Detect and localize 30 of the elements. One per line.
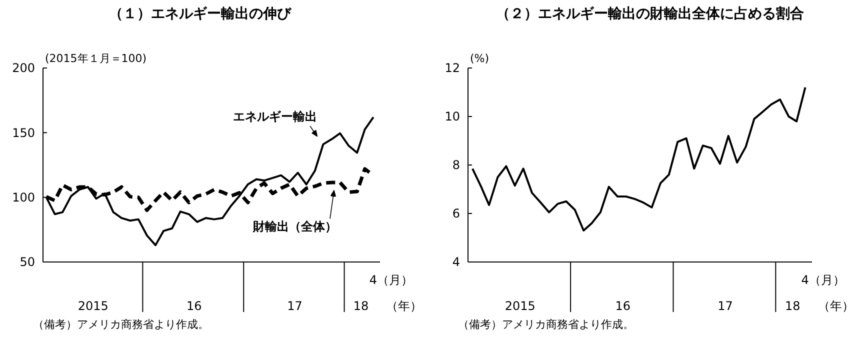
y-axis-title: (2015年１月＝100)	[45, 52, 147, 65]
text: （年）	[818, 299, 854, 314]
chart-title: （２）エネルギー輸出の財輸出全体に占める割合	[496, 5, 804, 22]
y-tick-label: 10	[444, 110, 460, 124]
y-tick-label: 50	[20, 255, 35, 270]
y-tick-label: 4	[452, 255, 460, 270]
y-tick-label: 200	[12, 61, 35, 76]
y-tick-label: 6	[452, 206, 460, 221]
x-tick-label: 17	[718, 299, 733, 314]
line-series	[471, 86, 806, 232]
text: 4（月）	[369, 273, 414, 288]
x-tick-label: 18	[353, 299, 369, 314]
x-tick-label: 2015	[78, 299, 108, 314]
y-tick-label: 12	[444, 61, 460, 76]
x-tick-label: 16	[615, 299, 631, 314]
x-tick-label: 2015	[504, 299, 536, 314]
legend-label: 財輸出（全体）	[252, 219, 338, 234]
y-tick-label: 100	[12, 190, 35, 205]
series-label: エネルギー輸出	[233, 109, 318, 124]
x-tick-label: 18	[785, 299, 800, 314]
x-tick-label: 17	[287, 299, 302, 314]
text: （備考）アメリカ商務省より作成。	[458, 318, 634, 331]
text: （備考）アメリカ商務省より作成。	[33, 318, 209, 331]
y-axis-title: (%)	[470, 52, 490, 65]
y-tick-label: 8	[452, 158, 460, 172]
y-tick-label: 150	[12, 126, 35, 140]
text: （年）	[386, 299, 422, 314]
chart-title: （１）エネルギー輸出の伸び	[109, 6, 292, 22]
text: 4（月）	[801, 273, 845, 288]
x-tick-label: 16	[186, 299, 202, 314]
